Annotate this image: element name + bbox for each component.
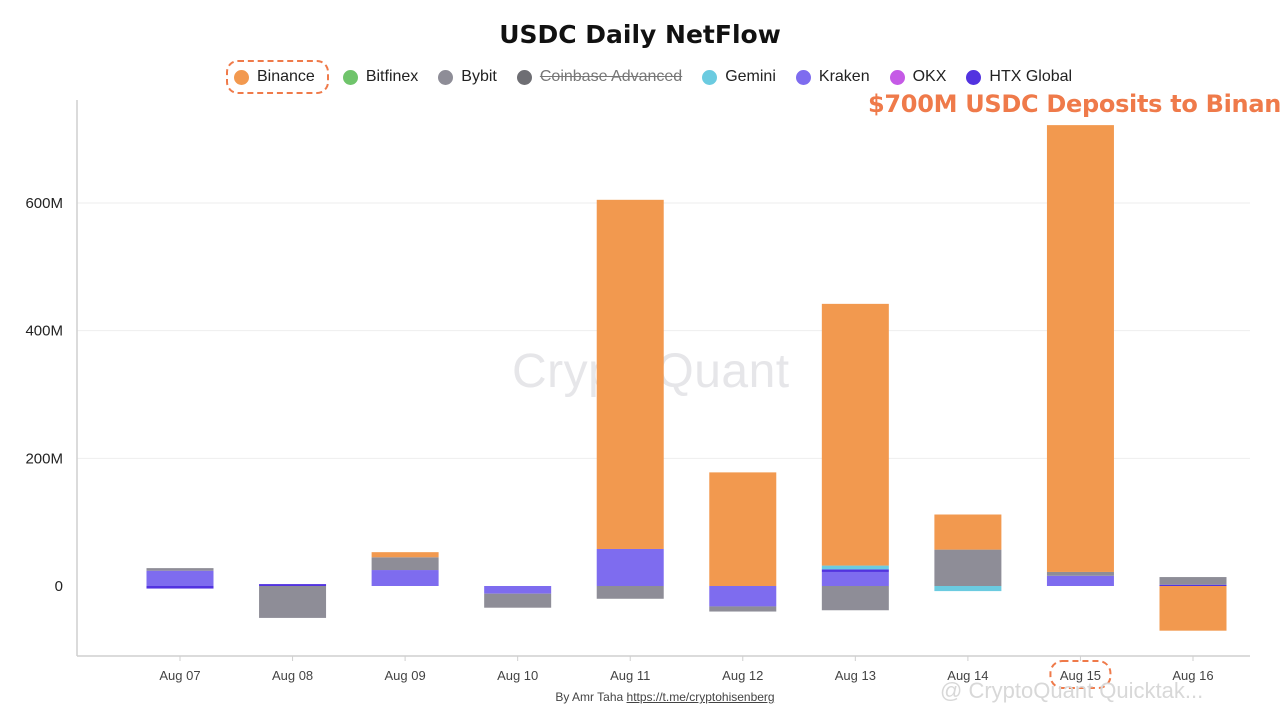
legend-item-htx-global[interactable]: HTX Global [966,64,1072,90]
legend-swatch [516,69,532,85]
x-tick-label: Aug 07 [159,668,200,683]
bar-binance [821,303,889,566]
legend-label: Binance [257,68,315,85]
bar-htx-global [146,586,214,589]
bar-htx-global [1159,584,1227,587]
bar-binance [709,472,777,586]
bar-kraken [596,548,664,586]
chart-legend: Binance Bitfinex Bybit Coinbase Advanced Gem… [226,60,1092,94]
legend-item-binance[interactable]: Binance [226,60,329,94]
legend-label: Bybit [461,68,497,85]
y-tick-label: 400M [25,323,63,340]
y-tick-label: 200M [25,450,63,467]
legend-swatch [342,69,358,85]
x-tick-label: Aug 09 [385,668,426,683]
legend-label: Gemini [725,68,776,85]
legend-label: Kraken [818,68,870,85]
bar-gemini [934,586,1002,592]
legend-swatch [702,69,718,85]
bar-bybit [259,586,327,618]
legend-swatch [795,69,811,85]
bar-binance [1046,125,1114,572]
chart-title: USDC Daily NetFlow [499,20,781,49]
bar-bybit [146,568,214,571]
legend-swatch [234,69,249,85]
bar-bybit [484,593,552,608]
highlight-ring [1049,660,1112,689]
x-tick-label: Aug 12 [722,668,763,683]
bar-kraken [371,570,439,586]
watermark-corner: @ CryptoQuant Quicktak... [940,678,1203,704]
x-tick-label: Aug 16 [1172,668,1213,683]
bar-htx-global [259,584,327,586]
footer-author: By Amr Taha [555,690,624,704]
bar-kraken [1046,575,1114,586]
bar-bybit [709,606,777,612]
chart-footer: By Amr Taha https://t.me/cryptohisenberg [0,690,1280,704]
bar-binance [1159,586,1227,631]
watermark-corner-text: @ CryptoQuant Quicktak... [940,678,1204,703]
legend-label: OKX [912,68,947,85]
legend-item-bybit[interactable]: Bybit [438,64,497,90]
y-tick-label: 600M [25,195,63,212]
bar-bybit [1159,577,1227,585]
chart-annotation: $700M USDC Deposits to Binance [868,90,1280,118]
bar-binance [596,199,664,549]
x-tick-label: Aug 10 [497,668,538,683]
legend-swatch [438,69,454,85]
bar-kraken [821,571,889,586]
bar-bybit [1046,571,1114,576]
bar-kraken [484,586,552,594]
legend-item-gemini[interactable]: Gemini [702,64,776,90]
x-tick-label: Aug 14 [947,668,988,683]
x-tick-label: Aug 13 [835,668,876,683]
bar-kraken [709,586,777,607]
legend-item-okx[interactable]: OKX [889,64,947,90]
footer-link[interactable]: https://t.me/cryptohisenberg [626,690,775,704]
bar-binance [371,552,439,558]
legend-label: Coinbase Advanced [539,68,683,85]
legend-item-kraken[interactable]: Kraken [795,64,870,90]
bar-bybit [821,586,889,611]
legend-swatch [889,69,905,85]
x-tick-label: Aug 11 [610,668,650,683]
y-tick-label: 0 [55,578,63,595]
bar-bybit [371,557,439,571]
legend-label: HTX Global [989,68,1073,85]
x-tick-label: Aug 15 [1060,668,1101,683]
x-tick-label: Aug 08 [272,668,313,683]
legend-swatch [966,69,982,85]
bar-bybit [596,586,664,599]
legend-label: Bitfinex [365,68,419,85]
bar-bybit [934,549,1002,586]
legend-item-coinbase-advanced[interactable]: Coinbase Advanced [516,64,683,90]
bar-gemini [821,565,889,570]
bar-htx-global [821,569,889,572]
bar-kraken [146,570,214,586]
bar-binance [934,514,1002,550]
legend-item-bitfinex[interactable]: Bitfinex [342,64,419,90]
